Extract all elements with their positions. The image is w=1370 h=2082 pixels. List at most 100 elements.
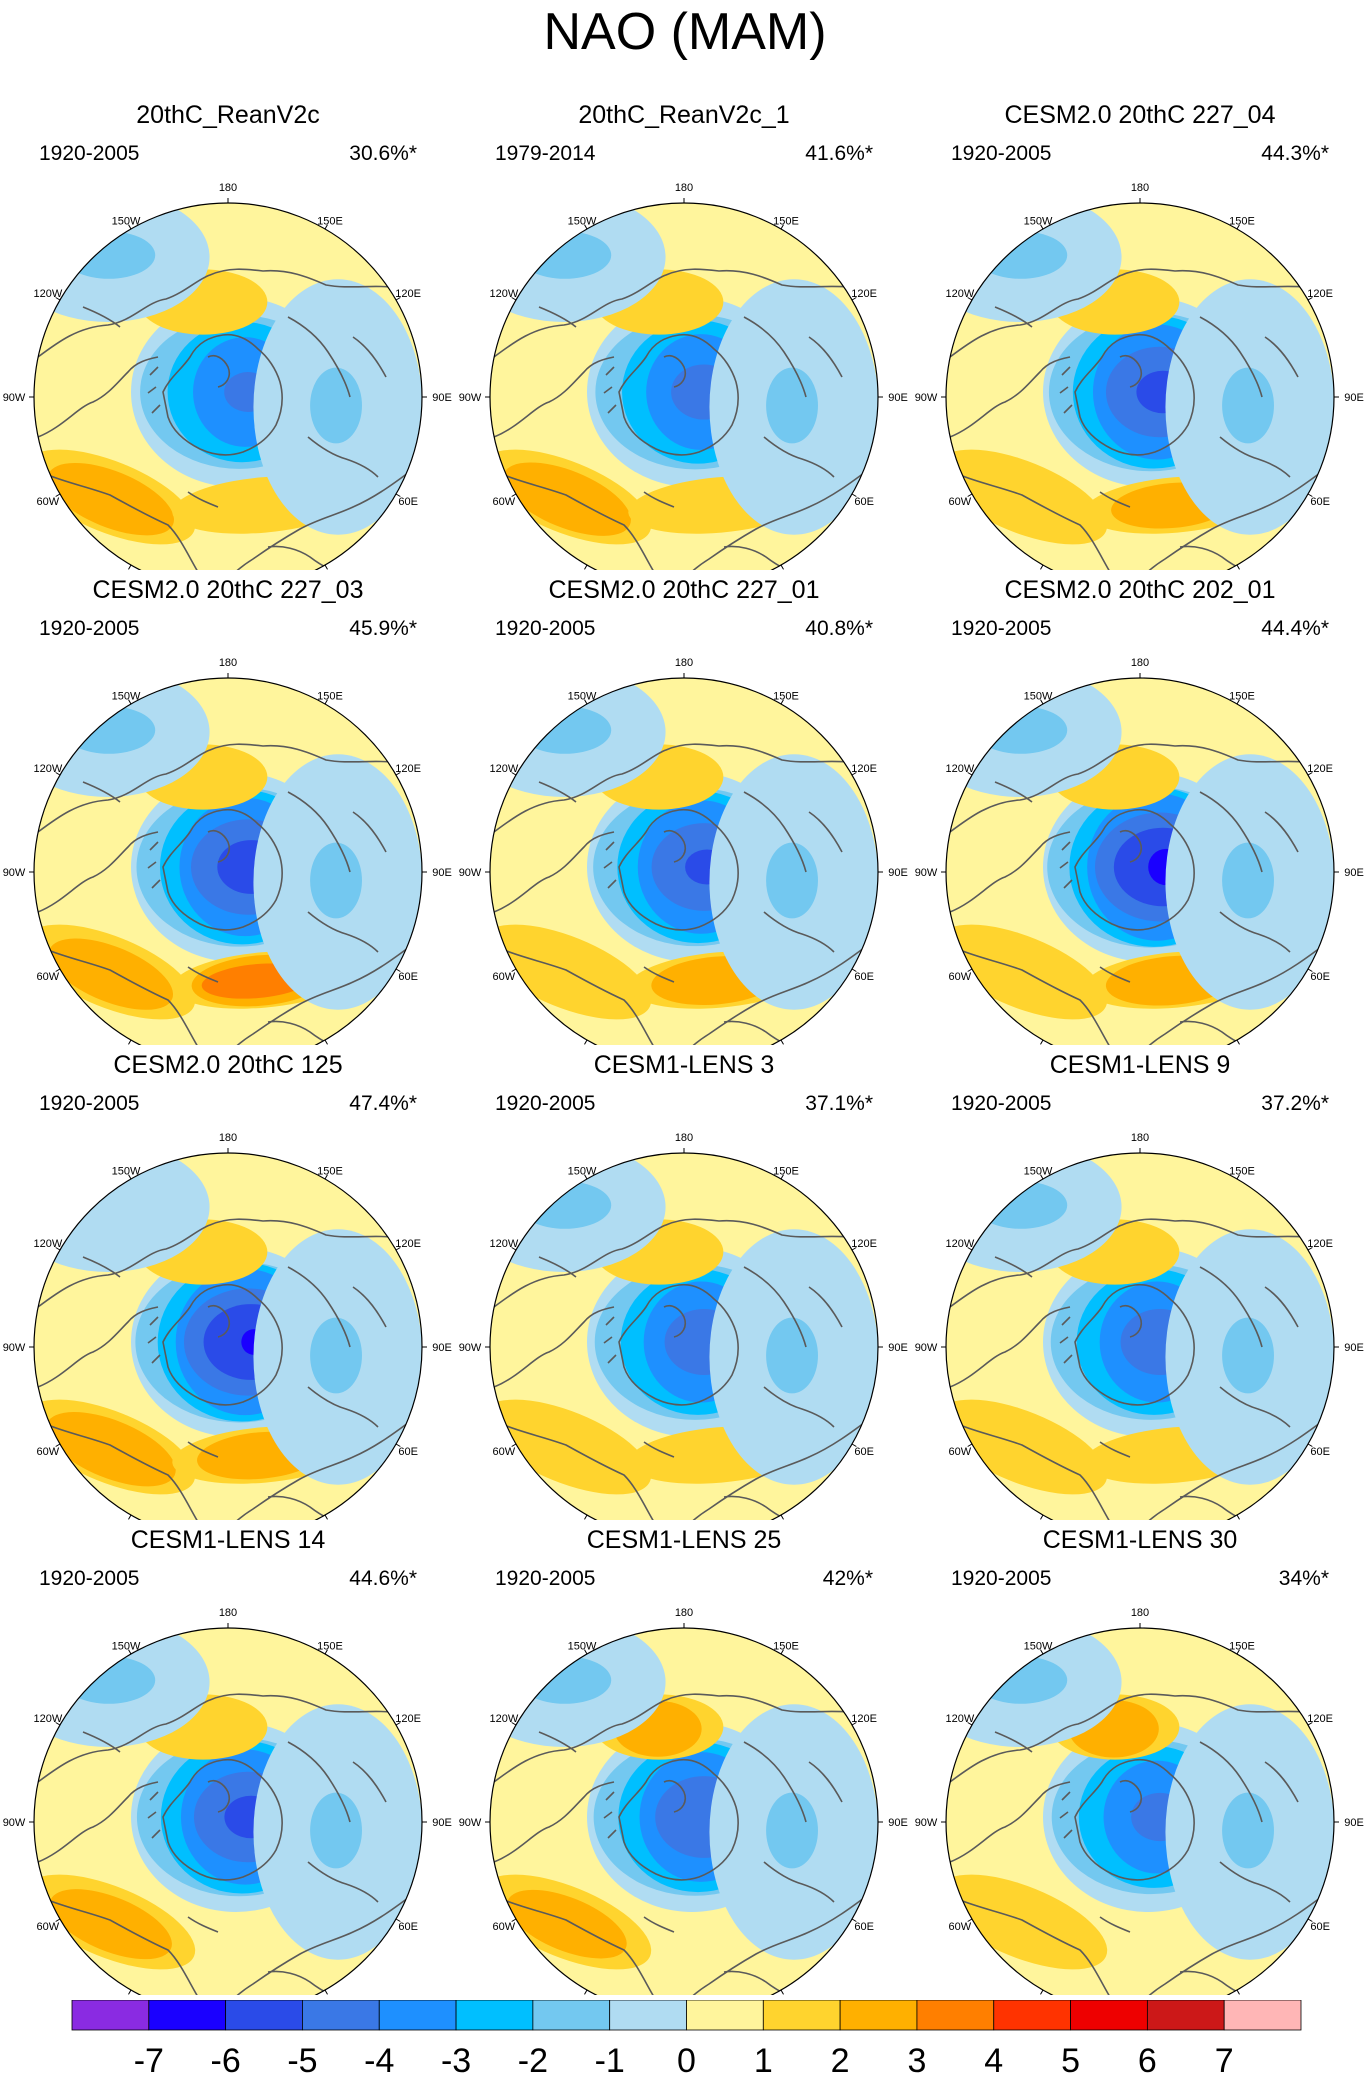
- contour-level: [46, 1411, 176, 1487]
- contour-field: [34, 1153, 422, 1520]
- coastline: [994, 781, 1033, 803]
- longitude-label-60e: 60E: [854, 1921, 874, 1933]
- panel-period: 1920-2005: [39, 1092, 140, 1115]
- colorbar-label: -5: [287, 2042, 317, 2080]
- longitude-label-60e: 60E: [398, 1921, 418, 1933]
- coastline: [207, 1779, 231, 1813]
- panel-explained-variance: 42%*: [822, 1567, 873, 1590]
- longitude-label-60w: 60W: [37, 1446, 60, 1458]
- coastline: [1099, 1916, 1131, 1933]
- contour-level: [490, 1399, 652, 1495]
- anomaly-lobe: [490, 1874, 652, 1970]
- longitude-tick: [584, 1039, 588, 1045]
- contour-field: [946, 203, 1334, 570]
- colorbar-swatch: [378, 2000, 457, 2031]
- anomaly-lobe: [1165, 1229, 1334, 1485]
- longitude-label-30e: 30E: [776, 1044, 796, 1045]
- longitude-tick: [1040, 224, 1044, 230]
- coastline: [147, 366, 161, 414]
- contour-level: [310, 367, 362, 444]
- coastline: [493, 356, 615, 438]
- coastline: [1119, 1304, 1143, 1338]
- longitude-tick: [851, 1247, 857, 1251]
- colorbar-label: -7: [134, 2042, 164, 2080]
- longitude-label-30w: 30W: [115, 1044, 138, 1045]
- longitude-label-150e: 150E: [773, 690, 799, 702]
- coastline: [643, 1916, 675, 1933]
- longitude-tick: [1307, 297, 1313, 301]
- contour-level: [47, 462, 175, 536]
- panel-cesm1-lens-30: 180150W150E120W120E90W90E60W60E30W30E0CE…: [913, 1525, 1367, 1995]
- longitude-label-90w: 90W: [915, 1817, 938, 1829]
- coastline: [503, 474, 655, 570]
- longitude-tick: [395, 1443, 401, 1447]
- coastline: [493, 831, 615, 913]
- contour-level: [974, 1181, 1068, 1229]
- contour-level: [974, 1656, 1068, 1704]
- longitude-label-180: 180: [219, 1132, 237, 1144]
- anomaly-lobe: [1165, 279, 1334, 535]
- longitude-label-150w: 150W: [1024, 690, 1053, 702]
- colorbar-label: 3: [907, 2042, 926, 2080]
- longitude-tick: [1236, 1174, 1240, 1180]
- coastline: [162, 1283, 283, 1406]
- longitude-tick: [967, 297, 973, 301]
- anomaly-lobe: [946, 203, 1122, 322]
- longitude-label-120e: 120E: [851, 1238, 877, 1250]
- longitude-tick: [324, 1039, 328, 1045]
- longitude-tick: [1236, 1649, 1240, 1655]
- contour-field: [946, 678, 1334, 1045]
- panel-title: 20thC_ReanV2c_1: [578, 101, 790, 129]
- panel-period: 1920-2005: [495, 1567, 596, 1590]
- coastline: [187, 966, 219, 983]
- longitude-label-30e: 30E: [1232, 569, 1252, 570]
- longitude-label-150w: 150W: [568, 1165, 597, 1177]
- longitude-label-60w: 60W: [37, 496, 60, 508]
- longitude-tick: [511, 968, 517, 972]
- longitude-label-30w: 30W: [115, 1994, 138, 1995]
- longitude-tick: [55, 493, 61, 497]
- panel-explained-variance: 37.2%*: [1261, 1092, 1329, 1115]
- polar-map: 180150W150E120W120E90W90E60W60E30W30E0: [3, 1132, 452, 1520]
- longitude-label-150e: 150E: [773, 1640, 799, 1652]
- longitude-tick: [511, 297, 517, 301]
- longitude-tick: [1236, 224, 1240, 230]
- contour-level: [490, 924, 652, 1020]
- coastline: [37, 743, 394, 833]
- colorbar-swatch: [455, 2000, 534, 2031]
- anomaly-lobe: [34, 1874, 196, 1970]
- coastline: [949, 268, 1306, 358]
- longitude-label-90e: 90E: [432, 867, 452, 879]
- longitude-tick: [851, 968, 857, 972]
- longitude-label-150e: 150E: [1229, 1640, 1255, 1652]
- anomaly-lobe: [253, 754, 422, 1010]
- panel-cesm1-lens-25: 180150W150E120W120E90W90E60W60E30W30E0CE…: [457, 1525, 911, 1995]
- colorbar-label: 5: [1061, 2042, 1080, 2080]
- coastline: [763, 436, 835, 478]
- longitude-label-180: 180: [1131, 1132, 1149, 1144]
- coastline: [994, 1731, 1033, 1753]
- coastline: [663, 354, 687, 388]
- anomaly-lobe: [490, 678, 666, 797]
- contour-level: [48, 938, 174, 1010]
- anomaly-lobe: [946, 1399, 1108, 1495]
- polar-map: 180150W150E120W120E90W90E60W60E30W30E0: [915, 657, 1364, 1045]
- longitude-label-30e: 30E: [320, 1044, 340, 1045]
- panel-cesm1-lens-3: 180150W150E120W120E90W90E60W60E30W30E0CE…: [457, 1050, 911, 1520]
- coastline: [1179, 1970, 1261, 1995]
- coastline: [949, 356, 1071, 438]
- coastline: [808, 1286, 843, 1328]
- longitude-tick: [1040, 1989, 1044, 1995]
- panel-explained-variance: 47.4%*: [349, 1092, 417, 1115]
- anomaly-lobe: [709, 279, 878, 535]
- panel-title: CESM1-LENS 3: [593, 1051, 775, 1079]
- coastline: [147, 841, 161, 889]
- longitude-tick: [324, 1649, 328, 1655]
- contour-level: [1222, 1317, 1274, 1394]
- longitude-tick: [128, 1174, 132, 1180]
- coastline: [307, 911, 379, 953]
- longitude-label-120e: 120E: [1307, 1713, 1333, 1725]
- longitude-label-120e: 120E: [1307, 763, 1333, 775]
- longitude-label-120w: 120W: [489, 288, 518, 300]
- longitude-label-30e: 30E: [320, 1519, 340, 1520]
